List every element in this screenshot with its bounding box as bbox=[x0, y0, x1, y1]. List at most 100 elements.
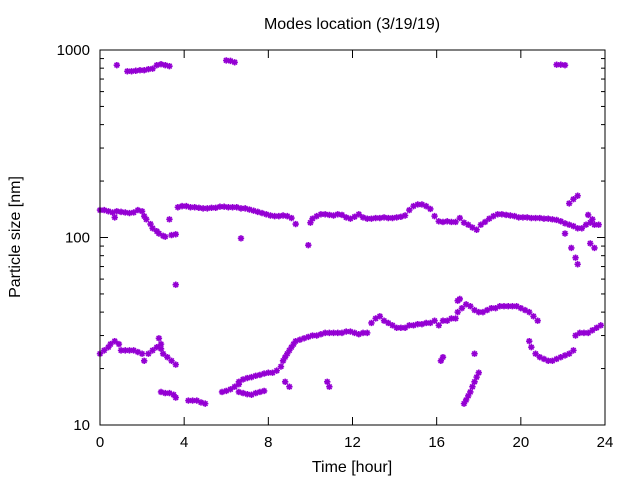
data-point bbox=[486, 215, 493, 222]
data-point bbox=[330, 212, 337, 219]
data-point bbox=[523, 214, 531, 221]
data-point bbox=[288, 214, 295, 222]
data-point bbox=[460, 400, 468, 407]
data-point bbox=[342, 328, 350, 335]
data-point bbox=[467, 303, 474, 310]
data-point bbox=[212, 204, 219, 212]
data-point bbox=[566, 200, 573, 207]
data-point bbox=[159, 232, 167, 240]
data-point bbox=[431, 317, 438, 324]
data-point bbox=[132, 67, 139, 74]
data-point bbox=[138, 350, 146, 357]
data-point bbox=[288, 343, 295, 351]
data-point bbox=[252, 372, 259, 379]
data-point bbox=[111, 214, 118, 221]
data-point bbox=[252, 389, 259, 397]
data-point bbox=[521, 306, 529, 314]
data-point bbox=[475, 308, 482, 316]
data-point bbox=[410, 322, 417, 329]
data-point bbox=[305, 241, 312, 249]
data-point bbox=[443, 218, 451, 225]
data-point bbox=[162, 389, 169, 397]
data-point bbox=[469, 224, 476, 231]
data-point bbox=[502, 211, 510, 219]
data-point bbox=[284, 350, 291, 357]
data-point bbox=[427, 205, 434, 213]
data-point bbox=[105, 208, 112, 215]
data-point bbox=[584, 211, 592, 219]
data-point bbox=[166, 62, 173, 70]
data-point bbox=[279, 357, 287, 364]
data-point bbox=[515, 214, 522, 221]
data-point bbox=[469, 383, 476, 390]
data-point bbox=[492, 304, 499, 312]
data-point bbox=[528, 214, 535, 222]
data-point bbox=[540, 215, 548, 222]
data-point bbox=[593, 324, 600, 331]
data-point bbox=[401, 324, 409, 331]
data-point bbox=[380, 214, 388, 221]
data-point bbox=[290, 340, 297, 348]
data-point bbox=[172, 394, 179, 401]
x-axis-label: Time [hour] bbox=[312, 459, 392, 476]
data-point bbox=[439, 317, 447, 324]
data-point bbox=[140, 212, 148, 220]
data-point bbox=[101, 347, 108, 354]
data-point bbox=[143, 216, 150, 223]
data-point bbox=[536, 214, 543, 222]
data-point bbox=[568, 244, 575, 252]
data-point bbox=[149, 347, 156, 354]
data-point bbox=[130, 347, 137, 354]
data-point bbox=[281, 378, 289, 385]
data-point bbox=[189, 397, 196, 404]
data-point bbox=[572, 332, 579, 339]
data-point bbox=[597, 322, 604, 329]
data-point bbox=[223, 57, 230, 64]
data-point bbox=[431, 212, 438, 220]
data-point bbox=[269, 369, 276, 376]
data-point bbox=[263, 211, 270, 218]
data-point bbox=[591, 244, 598, 252]
data-point bbox=[260, 387, 268, 395]
data-point bbox=[321, 211, 329, 218]
data-point bbox=[519, 214, 527, 221]
data-point bbox=[574, 192, 581, 199]
data-point bbox=[250, 207, 257, 214]
data-point bbox=[267, 212, 274, 219]
data-point bbox=[406, 322, 413, 329]
data-point bbox=[532, 214, 539, 222]
data-point bbox=[574, 261, 581, 268]
data-point bbox=[439, 218, 447, 226]
data-point bbox=[321, 329, 329, 337]
plot-frame bbox=[99, 49, 606, 426]
data-point bbox=[300, 335, 308, 342]
data-point bbox=[172, 281, 179, 288]
data-point bbox=[138, 208, 146, 215]
data-point bbox=[122, 209, 129, 216]
data-point bbox=[317, 211, 325, 218]
data-point bbox=[122, 347, 129, 354]
data-point bbox=[229, 204, 236, 211]
data-point bbox=[505, 303, 512, 310]
data-point bbox=[427, 319, 434, 327]
x-tick-label: 20 bbox=[512, 434, 529, 451]
data-point bbox=[260, 370, 268, 377]
data-point bbox=[471, 350, 478, 357]
data-point bbox=[126, 347, 133, 354]
data-point bbox=[202, 400, 209, 407]
data-point bbox=[174, 204, 182, 211]
data-point bbox=[227, 386, 234, 393]
data-point bbox=[587, 240, 594, 247]
data-point bbox=[549, 216, 556, 223]
data-point bbox=[223, 387, 230, 395]
data-point bbox=[460, 219, 468, 226]
data-point bbox=[385, 319, 392, 327]
data-point bbox=[376, 214, 384, 222]
data-point bbox=[309, 332, 316, 339]
data-point bbox=[107, 340, 114, 348]
data-point bbox=[279, 212, 287, 219]
data-point bbox=[471, 306, 478, 314]
data-point bbox=[452, 218, 459, 226]
data-point bbox=[168, 231, 175, 239]
data-point bbox=[368, 319, 375, 327]
